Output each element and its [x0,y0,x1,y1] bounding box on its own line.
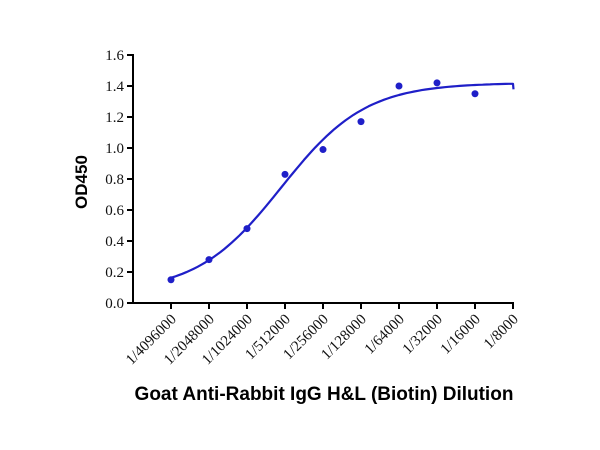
data-point [319,146,327,154]
y-tick-label: 0.8 [105,172,124,188]
x-tick-label: 1/16000 [438,312,484,358]
x-tick-label: 1/32000 [400,312,446,358]
x-tick-label: 1/8000 [481,312,522,353]
y-tick-label: 1.2 [105,110,124,126]
y-axis-title: OD450 [72,155,91,209]
y-tick-label: 1.0 [105,141,124,157]
y-tick-label: 0.2 [105,265,124,281]
y-tick-label: 0.4 [105,234,124,250]
data-point [471,90,479,98]
y-tick-label: 0.6 [105,203,124,219]
y-tick-label: 0.0 [105,296,124,312]
data-point [395,82,403,90]
axes [132,54,514,304]
data-point [243,225,251,233]
y-tick-label: 1.6 [105,48,124,64]
y-tick-label: 1.4 [105,79,124,95]
data-point [281,170,289,178]
x-axis-title: Goat Anti-Rabbit IgG H&L (Biotin) Diluti… [135,384,514,405]
x-tick-label: 1/64000 [362,312,408,358]
data-point [167,276,175,284]
chart-generated-layer: 0.00.20.40.60.81.01.21.41.61/40960001/20… [105,48,522,368]
data-point [357,118,365,126]
data-point [205,256,213,264]
data-point [433,79,441,87]
fit-curve [170,82,515,279]
